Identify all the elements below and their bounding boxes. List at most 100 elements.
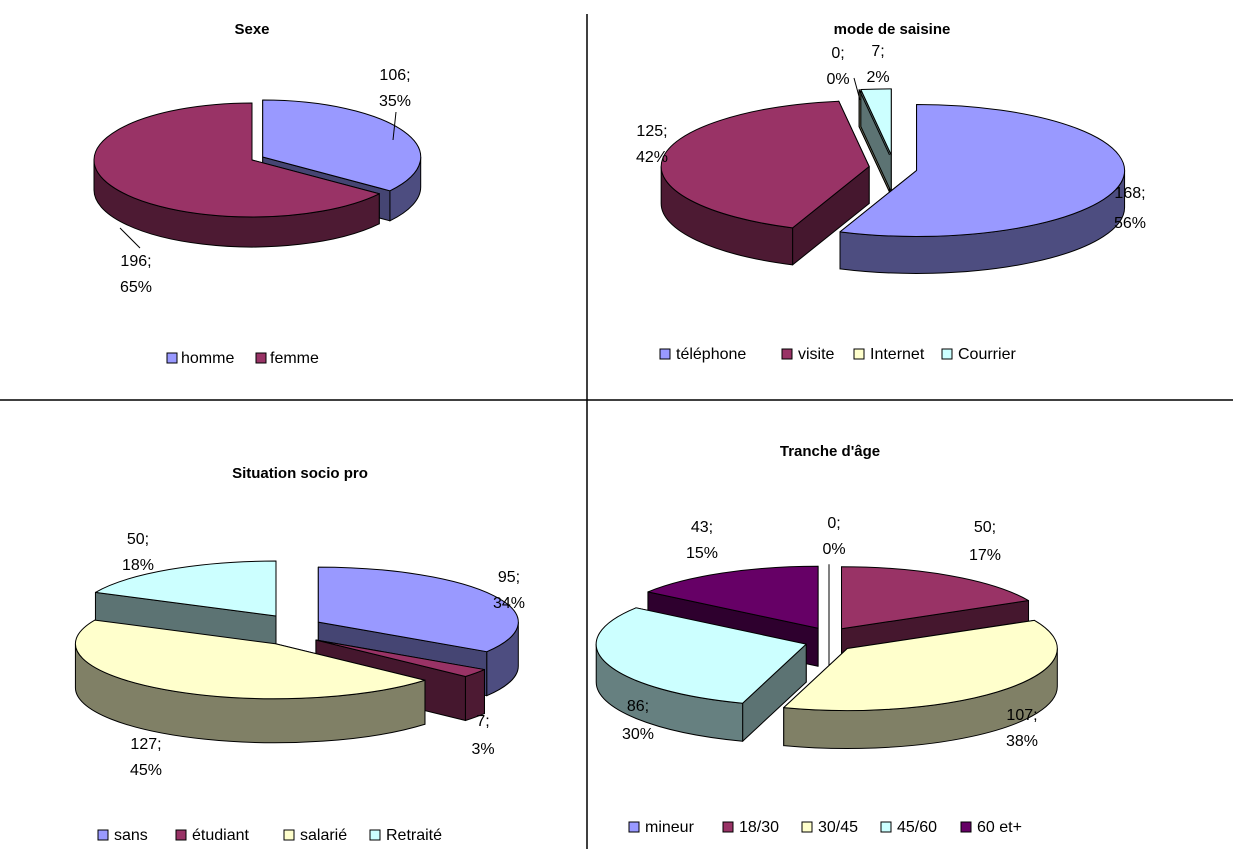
percent-label-etudiant: 3% [471, 741, 494, 758]
legend-swatch-visite [781, 348, 793, 360]
legend-swatch-mineur [628, 821, 640, 833]
percent-label-60-et-plus: 15% [686, 545, 718, 562]
legend-label-etudiant: étudiant [192, 827, 249, 844]
label-courrier: 7; 2% [866, 43, 889, 86]
legend-label-telephone: téléphone [676, 346, 746, 363]
legend-swatch-18-30 [722, 821, 734, 833]
pie-slice-etudiant [315, 639, 485, 677]
value-label-sans: 95; [498, 569, 520, 586]
pie-mode-de-saisine [660, 88, 1126, 274]
label-60-et-plus: 43; 15% [686, 519, 718, 562]
chart-sexe: Sexe 106; 35% 196; 65% homme femme [93, 21, 422, 367]
pie-slice-femme [93, 102, 380, 218]
chart-title: mode de saisine [834, 21, 951, 38]
label-salarie: 127; 45% [130, 736, 162, 779]
legend-label-salarie: salarié [300, 827, 347, 844]
label-homme: 106; 35% [379, 67, 411, 110]
label-retraite: 50; 18% [122, 531, 154, 574]
legend-label-mineur: mineur [645, 819, 695, 836]
legend-swatch-telephone [659, 348, 671, 360]
pie-slice-sans [317, 566, 519, 653]
legend-swatch-homme [166, 352, 178, 364]
value-label-etudiant: 7; [476, 713, 489, 730]
value-label-retraite: 50; [127, 531, 149, 548]
legend-item-30-45: 30/45 [801, 819, 858, 836]
legend-label-sans: sans [114, 827, 148, 844]
pie-slice-60-et-plus [647, 565, 819, 629]
chart-situation-socio-pro: Situation socio pro 95; 34% 7; 3% 127; 4… [74, 465, 525, 844]
label-30-45: 107; 38% [1006, 707, 1038, 750]
legend-swatch-60-et-plus [960, 821, 972, 833]
chart-mode-de-saisine: mode de saisine 168; 56% 125; 42% 0; 0% … [636, 21, 1146, 363]
legend-label-retraite: Retraité [386, 827, 442, 844]
percent-label-femme: 65% [120, 279, 152, 296]
leader-line-internet [853, 77, 861, 101]
percent-label-mineur: 0% [822, 541, 845, 558]
legend-item-18-30: 18/30 [722, 819, 779, 836]
value-label-45-60: 86; [627, 698, 649, 715]
legend-item-retraite: Retraité [369, 827, 442, 844]
percent-label-18-30: 17% [969, 547, 1001, 564]
value-label-courrier: 7; [871, 43, 884, 60]
percent-label-30-45: 38% [1006, 733, 1038, 750]
legend-swatch-internet [853, 348, 865, 360]
legend-item-courrier: Courrier [941, 346, 1016, 363]
legend-sexe: homme femme [166, 350, 319, 367]
legend-swatch-30-45 [801, 821, 813, 833]
legend-swatch-retraite [369, 829, 381, 841]
legend-label-60-et-plus: 60 et+ [977, 819, 1022, 836]
percent-label-sans: 34% [493, 595, 525, 612]
legend-item-60-et-plus: 60 et+ [960, 819, 1022, 836]
value-label-visite: 125; [636, 123, 667, 140]
label-mineur: 0; 0% [822, 515, 845, 558]
percent-label-telephone: 56% [1114, 215, 1146, 232]
legend-swatch-sans [97, 829, 109, 841]
label-sans: 95; 34% [493, 569, 525, 612]
percent-label-homme: 35% [379, 93, 411, 110]
legend-label-internet: Internet [870, 346, 925, 363]
label-femme: 196; 65% [120, 253, 152, 296]
chart-title: Situation socio pro [232, 465, 368, 482]
value-label-60-et-plus: 43; [691, 519, 713, 536]
label-internet: 0; 0% [826, 45, 849, 88]
legend-label-visite: visite [798, 346, 835, 363]
pie-tranche-d-age [595, 564, 1058, 750]
legend-item-internet: Internet [853, 346, 925, 363]
value-label-telephone: 168; [1114, 185, 1145, 202]
pie-slice-salarie [74, 619, 426, 700]
chart-title: Sexe [234, 21, 269, 38]
pie-situation-socio-pro [74, 560, 519, 744]
legend-label-18-30: 18/30 [739, 819, 779, 836]
pie-slice-retraite [94, 560, 277, 617]
legend-situation-socio-pro: sans étudiant salarié Retraité [97, 827, 442, 844]
legend-swatch-femme [255, 352, 267, 364]
legend-item-sans: sans [97, 827, 148, 844]
pie-slice-18-30 [841, 566, 1030, 630]
legend-label-homme: homme [181, 350, 234, 367]
legend-swatch-salarie [283, 829, 295, 841]
pie-slice-visite [660, 100, 870, 229]
chart-tranche-d-age: Tranche d'âge 0; 0% 50; 17% 107; 38% 86;… [595, 443, 1058, 836]
value-label-homme: 106; [379, 67, 410, 84]
pie-slice-telephone [839, 103, 1126, 237]
legend-item-telephone: téléphone [659, 346, 746, 363]
leader-line-femme [119, 227, 141, 249]
chart-title: Tranche d'âge [780, 443, 880, 460]
label-45-60: 86; 30% [622, 698, 654, 743]
label-telephone: 168; 56% [1114, 185, 1146, 232]
legend-label-30-45: 30/45 [818, 819, 858, 836]
label-visite: 125; 42% [636, 123, 668, 166]
value-label-internet: 0; [831, 45, 844, 62]
legend-swatch-45-60 [880, 821, 892, 833]
legend-item-mineur: mineur [628, 819, 695, 836]
value-label-18-30: 50; [974, 519, 996, 536]
label-etudiant: 7; 3% [471, 713, 494, 758]
percent-label-visite: 42% [636, 149, 668, 166]
percent-label-internet: 0% [826, 71, 849, 88]
legend-mode-de-saisine: téléphone visite Internet Courrier [659, 346, 1016, 363]
label-18-30: 50; 17% [969, 519, 1001, 564]
legend-item-homme: homme [166, 350, 234, 367]
legend-label-courrier: Courrier [958, 346, 1016, 363]
value-label-mineur: 0; [827, 515, 840, 532]
